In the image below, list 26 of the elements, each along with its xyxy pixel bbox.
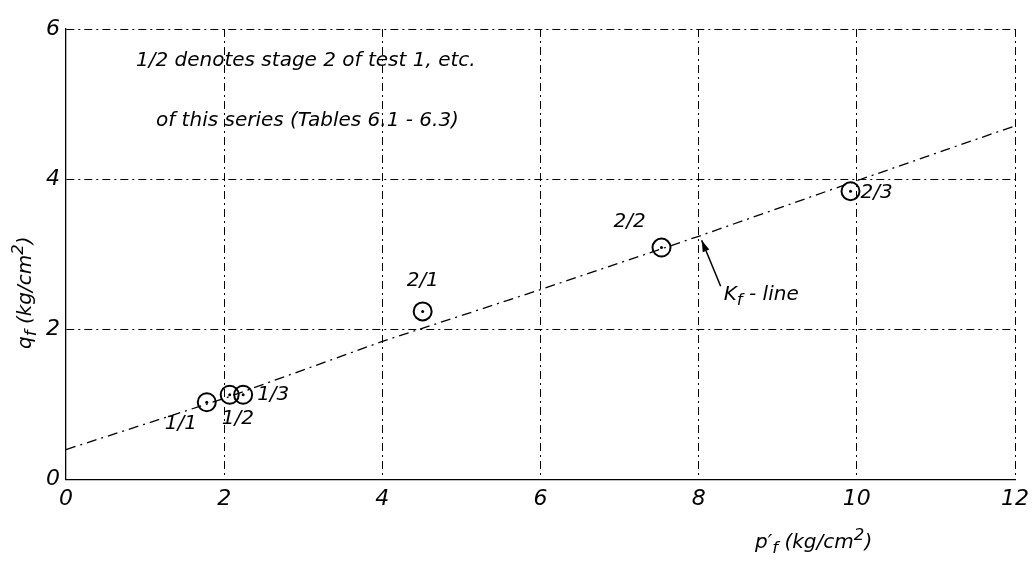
y-tick-label: 6 (46, 14, 60, 40)
point (233, 384, 254, 405)
annotation: 1/1 (164, 410, 197, 435)
annotation: 1/2 denotes stage 2 of test 1, etc. (135, 47, 476, 71)
x-tick-label: 4 (375, 484, 390, 510)
point (840, 181, 861, 202)
y-tick-label: 2 (46, 315, 60, 341)
x-tick-label: 12 (1001, 484, 1029, 510)
x-tick-label: 2 (217, 484, 232, 510)
point (412, 301, 433, 322)
annotation: of this series (Tables 6.1 - 6.3) (155, 107, 459, 131)
annotation: 2/3 (860, 179, 893, 204)
point (219, 384, 240, 405)
point (196, 392, 217, 413)
x-tick-label: 10 (842, 484, 871, 510)
y-tick-label: 4 (46, 164, 60, 190)
annotation: 1/3 (257, 380, 290, 405)
x-tick-label: 8 (691, 484, 706, 510)
annotation: K$_{f}$ - line (723, 281, 799, 310)
annotation: 1/2 (221, 404, 254, 429)
y-tick-label: 0 (46, 465, 60, 491)
x-tick-label: 6 (533, 484, 548, 510)
annotation: 2/1 (406, 267, 439, 292)
x-axis-title: p′$_{f}$ (kg/cm$^{2}$) (755, 524, 873, 557)
annotation: 2/2 (613, 207, 646, 232)
point (651, 237, 672, 258)
